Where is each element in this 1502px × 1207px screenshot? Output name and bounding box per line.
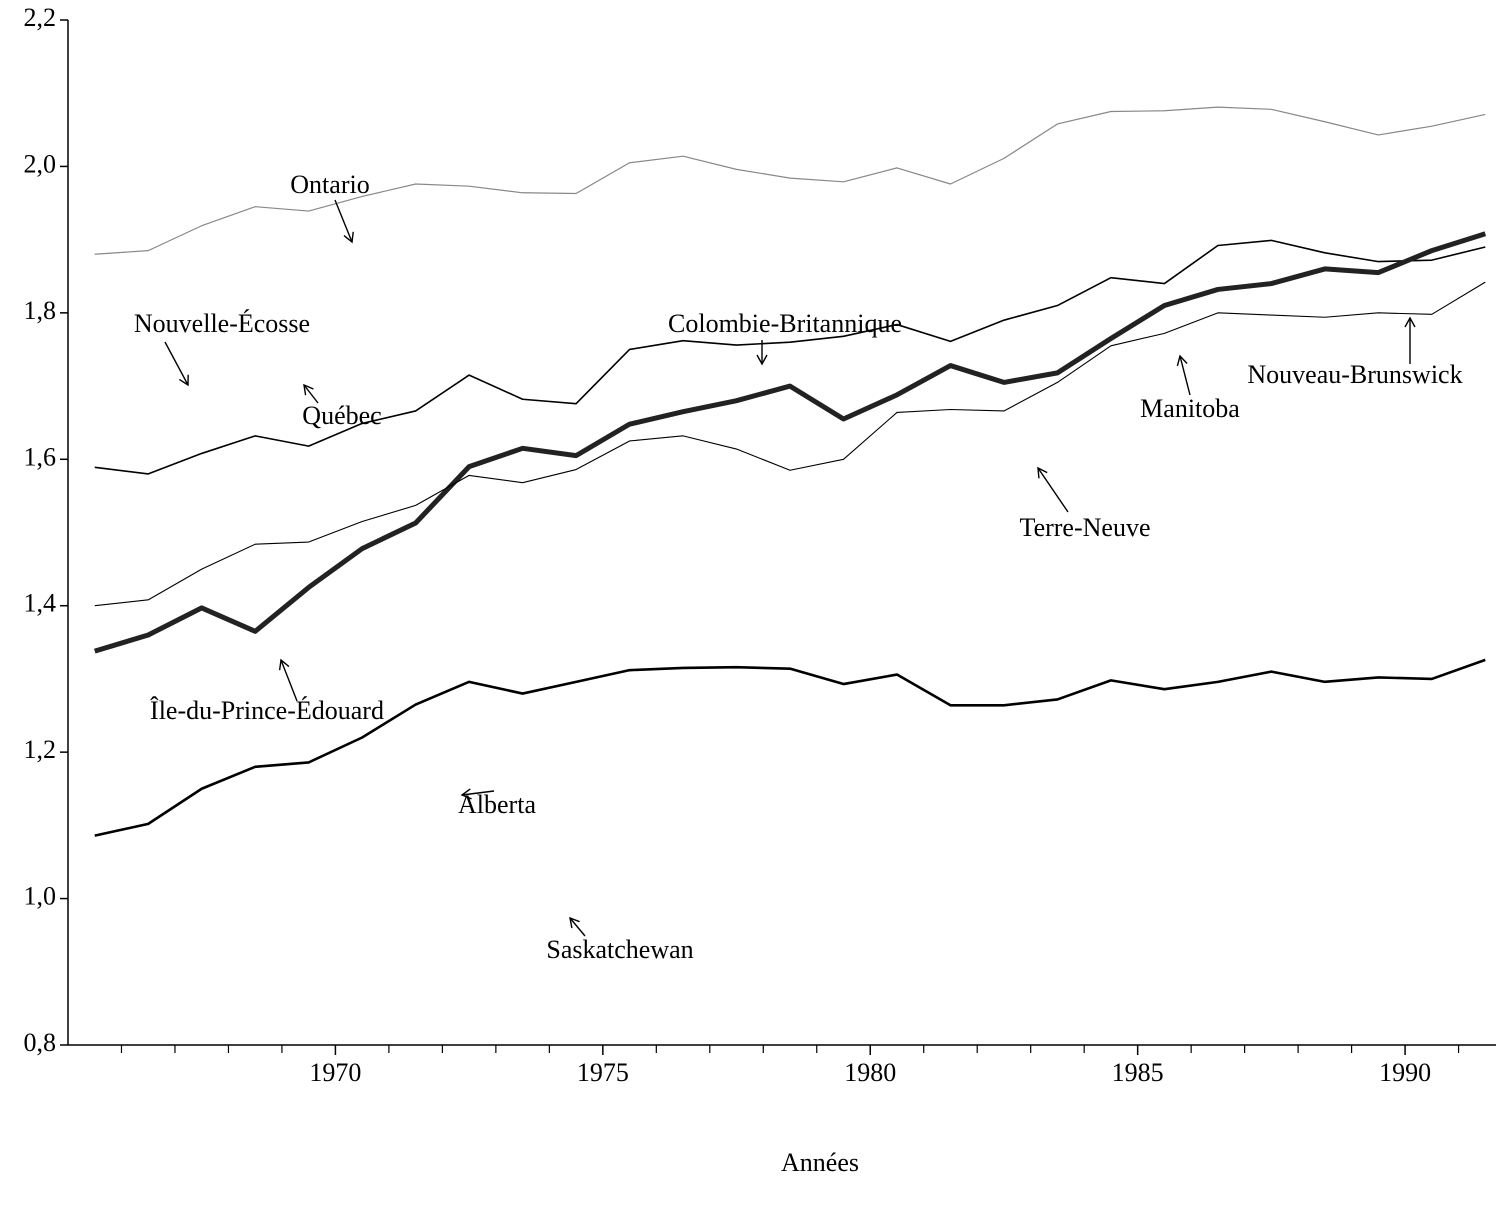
annotation-arrow — [569, 916, 586, 937]
series-line — [94, 106, 1486, 255]
y-tick-label: 0,8 — [24, 1028, 57, 1057]
y-tick-label: 2,2 — [24, 3, 57, 32]
y-tick-label: 2,0 — [24, 149, 57, 178]
annotation: Île-du-Prince-Édouard — [150, 696, 384, 725]
x-tick-label: 1990 — [1379, 1058, 1431, 1087]
x-tick-label: 1970 — [309, 1058, 361, 1087]
annotation: Québec — [302, 401, 381, 430]
y-tick-label: 1,0 — [24, 882, 57, 911]
annotation-arrow — [460, 788, 495, 800]
x-tick-label: 1980 — [844, 1058, 896, 1087]
series-line — [94, 281, 1486, 607]
annotation: Ontario — [290, 170, 369, 199]
annotation: Nouvelle-Écosse — [134, 309, 310, 338]
x-axis-label: Années — [781, 1148, 859, 1177]
series-line — [94, 239, 1486, 475]
annotation-arrow — [303, 383, 319, 404]
annotation-arrow — [334, 199, 354, 244]
y-tick-label: 1,8 — [24, 296, 57, 325]
annotation: Manitoba — [1140, 394, 1240, 423]
annotation: Colombie-Britannique — [668, 309, 902, 338]
annotation: Terre-Neuve — [1020, 513, 1151, 542]
annotation-arrow — [1176, 354, 1191, 396]
annotation: Nouveau-Brunswick — [1247, 360, 1462, 389]
y-tick-label: 1,2 — [24, 735, 57, 764]
series-line — [94, 231, 1487, 654]
annotation-arrow — [278, 658, 298, 702]
annotation-arrow — [164, 341, 189, 387]
annotation-arrow — [1037, 466, 1069, 513]
annotation: Saskatchewan — [546, 935, 693, 964]
x-tick-label: 1975 — [577, 1058, 629, 1087]
y-tick-label: 1,6 — [24, 442, 57, 471]
x-tick-label: 1985 — [1112, 1058, 1164, 1087]
series-line — [94, 658, 1486, 837]
y-tick-label: 1,4 — [24, 589, 57, 618]
